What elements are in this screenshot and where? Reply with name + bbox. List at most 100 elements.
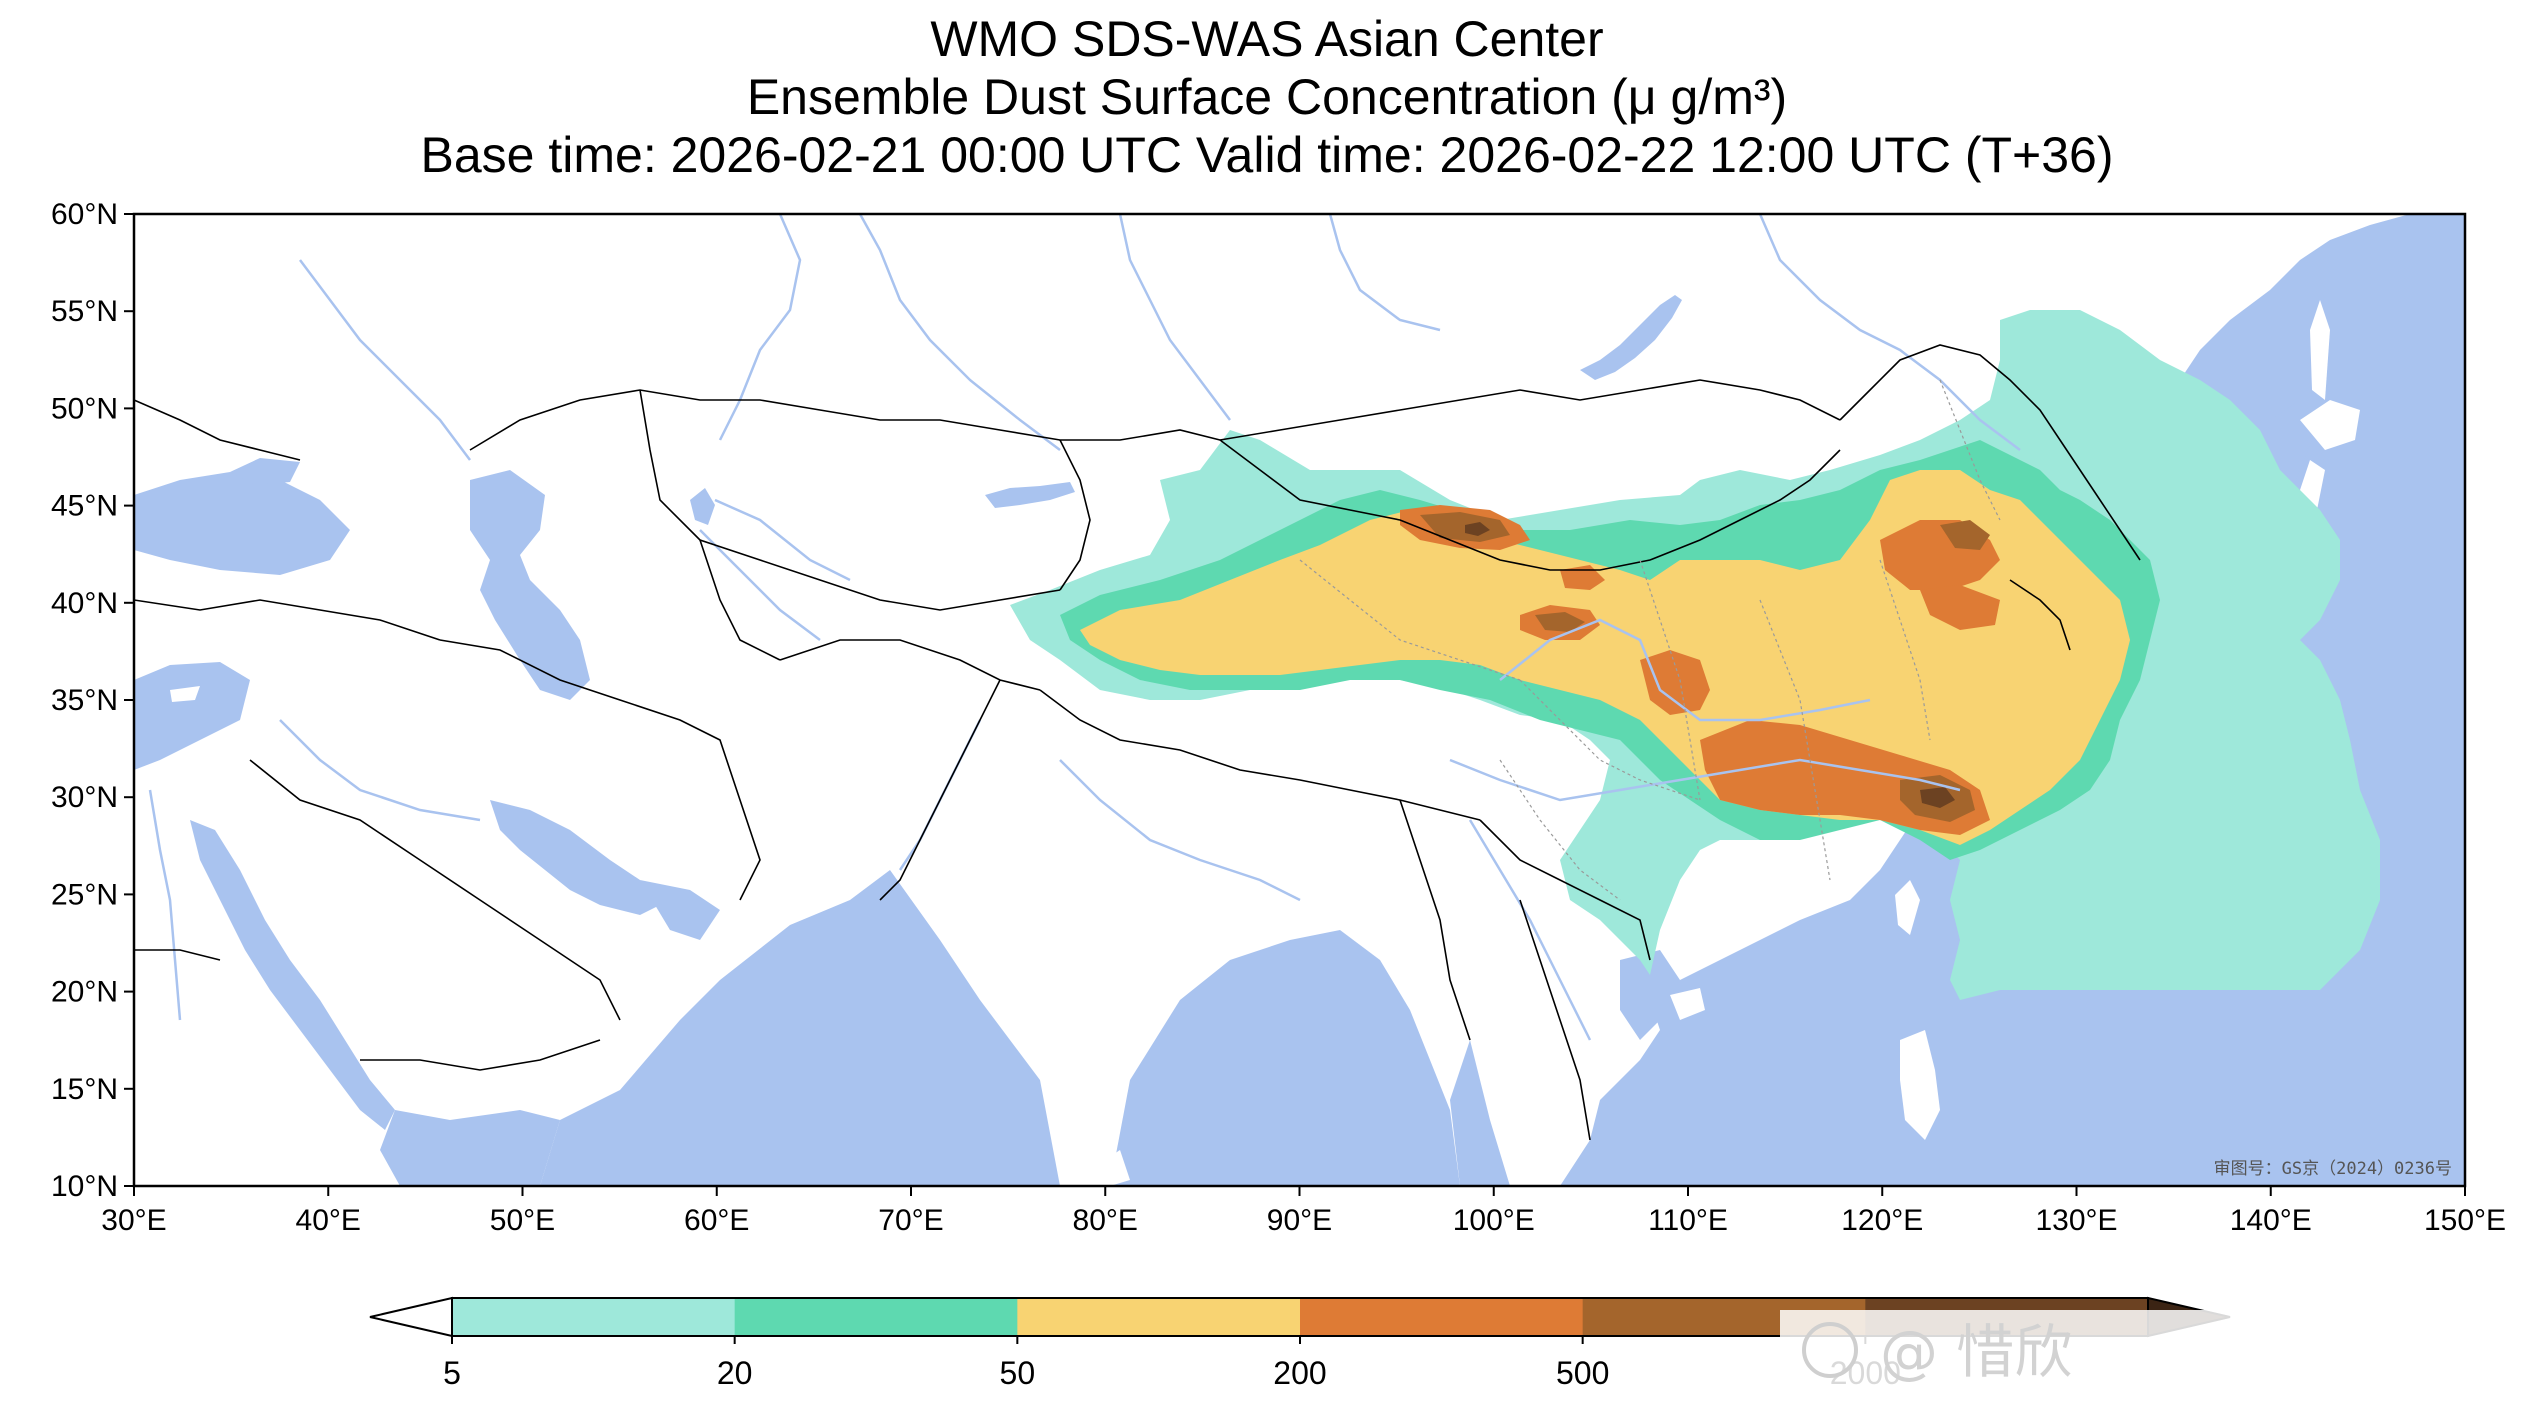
border-mongolia-china bbox=[1219, 439, 1841, 571]
province-line-2 bbox=[1519, 679, 1701, 801]
border-russia-kazakhstan bbox=[469, 389, 1221, 451]
lake-baikal bbox=[1580, 295, 1682, 380]
river-euphrates bbox=[279, 719, 481, 822]
lat-tick-label: 10°N bbox=[51, 1170, 118, 1203]
persian-gulf bbox=[490, 800, 660, 915]
borders-layer bbox=[134, 344, 2141, 1141]
dust-core-northeast bbox=[1940, 520, 1990, 550]
border-uzbek-turkmen bbox=[699, 539, 781, 661]
river-yenisei bbox=[1118, 214, 1231, 421]
colorbar-label: 500 bbox=[1556, 1355, 1609, 1391]
watermark-backdrop bbox=[1780, 1310, 2430, 1390]
lat-tick-label: 60°N bbox=[51, 198, 118, 231]
colorbar-segment bbox=[452, 1298, 736, 1336]
lon-tick-label: 70°E bbox=[878, 1204, 943, 1237]
border-iran bbox=[439, 639, 761, 901]
arabian-sea bbox=[540, 870, 1060, 1186]
dust-patch-northeast-2 bbox=[1920, 585, 2000, 630]
watermark-logo-icon bbox=[1802, 1322, 1858, 1378]
border-pakistan-india bbox=[879, 679, 1001, 901]
colorbar-segment bbox=[734, 1298, 1018, 1336]
lon-tick-label: 130°E bbox=[2035, 1204, 2117, 1237]
river-yellow bbox=[1499, 618, 1871, 722]
river-syr-darya bbox=[714, 498, 851, 582]
lon-tick-label: 80°E bbox=[1073, 1204, 1138, 1237]
lat-tick-label: 55°N bbox=[51, 295, 118, 328]
dust-concentration-layer bbox=[1010, 310, 2380, 1000]
province-line-5 bbox=[1499, 759, 1621, 901]
dust-patch-loess bbox=[1640, 650, 1710, 715]
lon-tick-label: 30°E bbox=[101, 1204, 166, 1237]
lat-tick-label: 30°N bbox=[51, 781, 118, 814]
river-nile bbox=[148, 789, 182, 1021]
lon-tick-label: 40°E bbox=[296, 1204, 361, 1237]
map-area: 审图号：GS京（2024）0236号 bbox=[134, 214, 2465, 1186]
colorbar-label: 200 bbox=[1273, 1355, 1326, 1391]
border-russia-mongolia bbox=[1219, 379, 1841, 441]
border-korea bbox=[2009, 579, 2071, 651]
river-mekong bbox=[1468, 819, 1592, 1041]
lon-tick-label: 110°E bbox=[1648, 1204, 1728, 1237]
colorbar-label: 50 bbox=[1000, 1355, 1036, 1391]
title-line-1: WMO SDS-WAS Asian Center bbox=[930, 11, 1604, 67]
lon-tick-label: 120°E bbox=[1841, 1204, 1923, 1237]
black-sea bbox=[134, 472, 350, 575]
lat-tick-label: 20°N bbox=[51, 976, 118, 1009]
border-africa bbox=[134, 949, 221, 961]
province-line-3 bbox=[1639, 559, 1701, 801]
japan-hokkaido bbox=[2300, 400, 2360, 450]
aral-sea bbox=[690, 488, 715, 525]
title-block: WMO SDS-WAS Asian Center Ensemble Dust S… bbox=[0, 10, 2534, 184]
dust-patch-small-1 bbox=[1560, 565, 1605, 590]
province-line-6 bbox=[1879, 559, 1931, 741]
river-irtysh bbox=[858, 214, 1061, 451]
lat-tick-label: 15°N bbox=[51, 1073, 118, 1106]
luzon bbox=[1900, 1030, 1940, 1140]
colorbar-extend-min bbox=[369, 1296, 453, 1338]
border-russia-china-ne bbox=[1839, 344, 2141, 561]
border-se-asia bbox=[1479, 819, 1651, 961]
sri-lanka bbox=[1105, 1150, 1130, 1186]
lon-tick-label: 100°E bbox=[1453, 1204, 1535, 1237]
province-line-4 bbox=[1759, 599, 1831, 881]
border-afghanistan bbox=[779, 639, 1041, 691]
province-line-1 bbox=[1299, 559, 1521, 681]
dust-max-central bbox=[1920, 787, 1955, 808]
andaman-sea bbox=[1450, 1040, 1510, 1186]
river-volga bbox=[299, 259, 471, 461]
rivers-layer bbox=[148, 214, 2021, 1041]
watermark-text: @ 惜欣 bbox=[1880, 1318, 2072, 1386]
gulf-of-aden bbox=[380, 1110, 560, 1186]
province-line-7 bbox=[1939, 379, 2001, 521]
lon-tick-label: 50°E bbox=[490, 1204, 555, 1237]
title-line-3: Base time: 2026-02-21 00:00 UTC Valid ti… bbox=[420, 127, 2114, 183]
taiwan bbox=[1895, 880, 1920, 935]
river-ganges bbox=[1059, 759, 1301, 902]
border-ukraine bbox=[134, 399, 301, 461]
dust-max-gobi bbox=[1465, 522, 1490, 536]
river-ob bbox=[718, 214, 802, 441]
border-india-china bbox=[1039, 689, 1481, 821]
title-line-2: Ensemble Dust Surface Concentration (μ g… bbox=[746, 69, 1788, 125]
watermark: @ 惜欣 bbox=[1780, 1310, 2430, 1390]
lon-tick-label: 60°E bbox=[684, 1204, 749, 1237]
hainan bbox=[1670, 988, 1705, 1020]
river-yangtze bbox=[1449, 758, 1961, 802]
colorbar-segment bbox=[1300, 1298, 1584, 1336]
lon-tick-label: 140°E bbox=[2230, 1204, 2312, 1237]
border-myanmar bbox=[1399, 799, 1471, 1041]
lon-tick-label: 150°E bbox=[2424, 1204, 2506, 1237]
sakhalin bbox=[2310, 300, 2330, 400]
dust-core-hexi bbox=[1535, 612, 1585, 632]
gulf-of-oman bbox=[640, 880, 720, 940]
border-central-asia bbox=[639, 389, 1061, 611]
cyprus bbox=[170, 686, 200, 702]
lat-tick-label: 35°N bbox=[51, 684, 118, 717]
mediterranean-sea bbox=[134, 662, 250, 770]
latitude-axis: 60°N 55°N 50°N 45°N 40°N 35°N 30°N 25°N 20°N 15°N… bbox=[51, 198, 134, 1203]
lon-tick-label: 90°E bbox=[1267, 1204, 1332, 1237]
river-amur bbox=[1758, 214, 2021, 451]
caspian-sea bbox=[470, 470, 590, 700]
border-thai-laos bbox=[1519, 899, 1591, 1141]
